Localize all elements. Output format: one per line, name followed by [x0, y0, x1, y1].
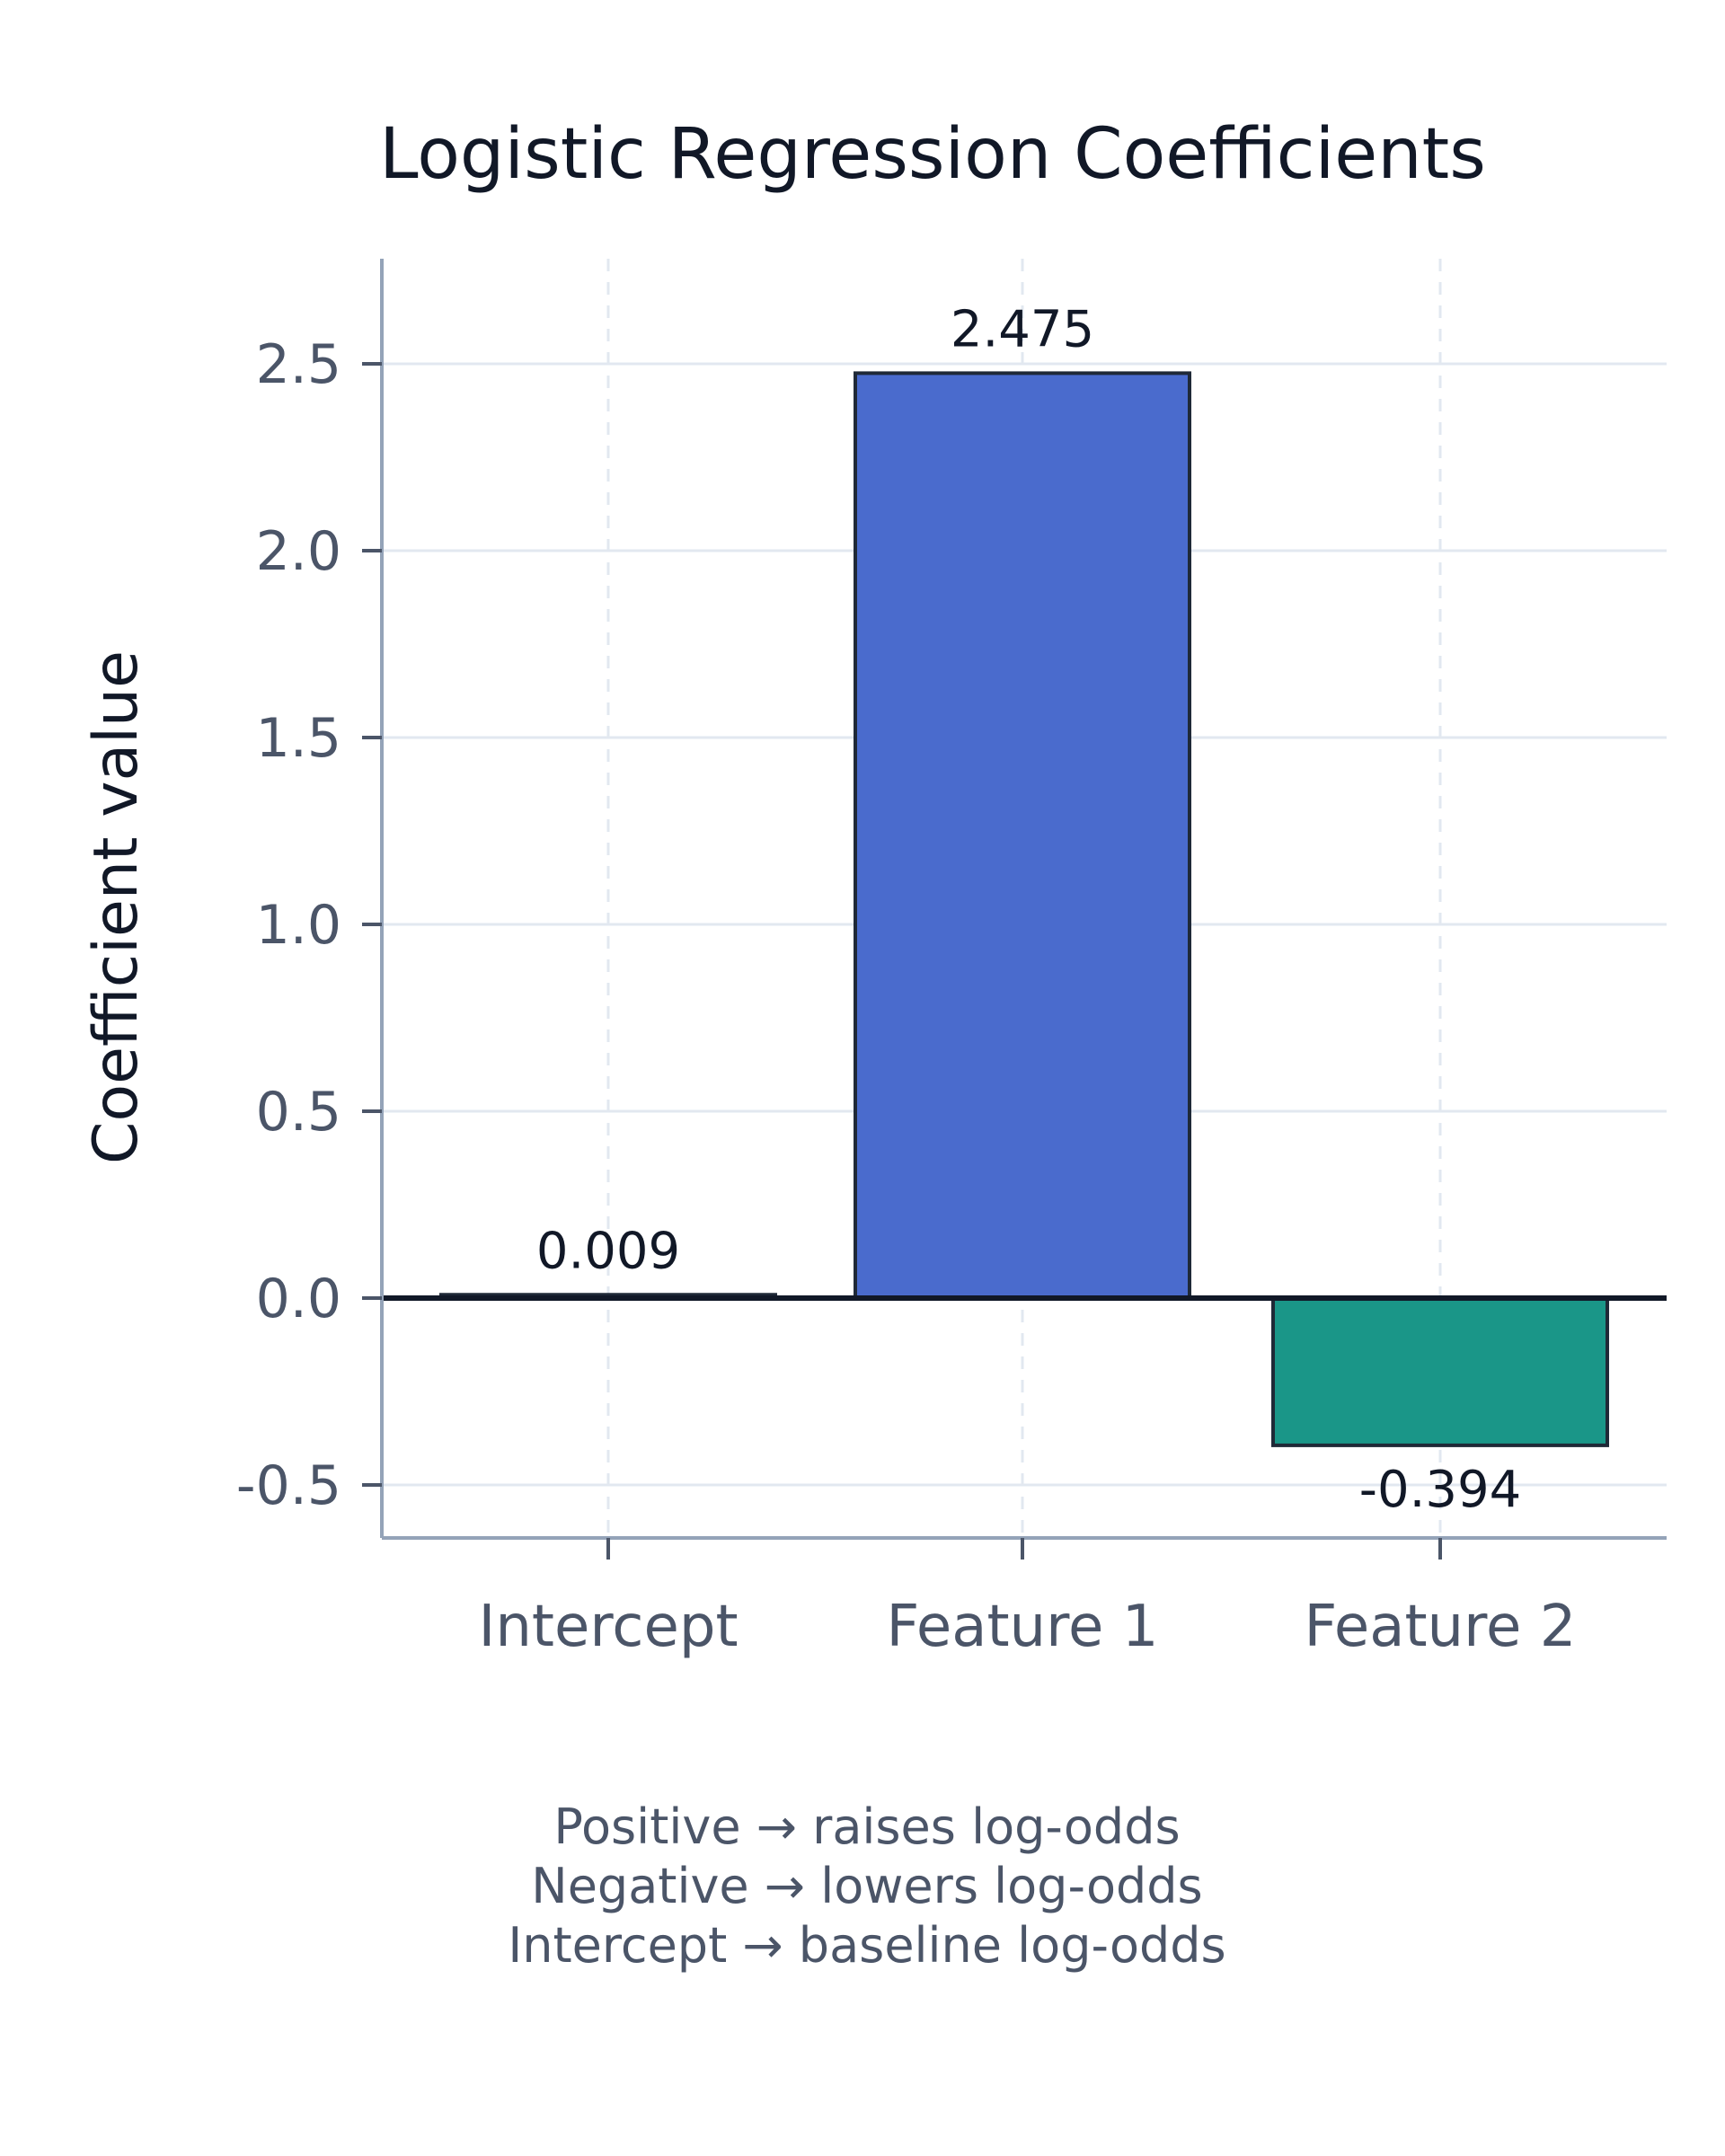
bar-value-label: 2.475 — [951, 300, 1094, 358]
y-tick-label: 2.0 — [256, 520, 341, 583]
annotation-intercept: Intercept → baseline log-odds — [508, 1917, 1225, 1974]
bar-feature-1 — [854, 371, 1191, 1300]
x-tick-label: Intercept — [478, 1594, 738, 1660]
y-tick-label: 1.5 — [256, 707, 341, 770]
chart-title: Logistic Regression Coefficients — [379, 114, 1486, 195]
y-tick-label: 2.5 — [256, 333, 341, 396]
y-tick-label: 0.5 — [256, 1081, 341, 1144]
y-tick-label: 0.0 — [256, 1268, 341, 1330]
x-tick-label: Feature 2 — [1305, 1594, 1577, 1660]
x-tick-label: Feature 1 — [887, 1594, 1159, 1660]
annotation-positive: Positive → raises log-odds — [553, 1798, 1180, 1855]
labels-layer: -0.5 0.0 0.5 1.0 1.5 2.0 2.5 Intercept Feature 1… — [236, 300, 1577, 1660]
bars-layer — [439, 371, 1609, 1447]
bar-value-label: -0.394 — [1359, 1461, 1522, 1519]
y-tick-label: 1.0 — [256, 894, 341, 957]
bar-value-label: 0.009 — [536, 1222, 680, 1280]
bar-feature-2 — [1271, 1296, 1609, 1447]
y-tick-label: -0.5 — [236, 1454, 341, 1517]
annotation-negative: Negative → lowers log-odds — [531, 1858, 1202, 1914]
y-axis-label: Coefficient value — [81, 650, 152, 1164]
axes-layer — [362, 259, 1667, 1560]
